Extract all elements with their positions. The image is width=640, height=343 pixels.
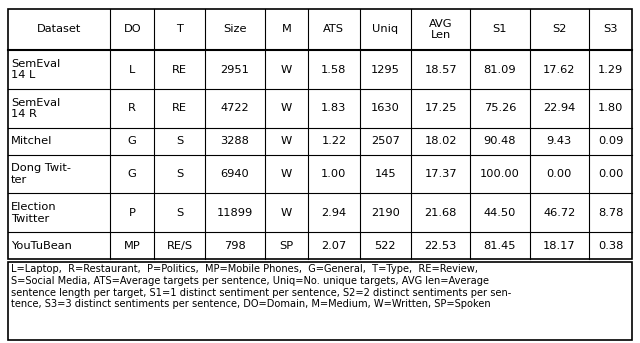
Text: 17.62: 17.62 (543, 65, 575, 75)
Text: M: M (282, 24, 291, 34)
Text: Dong Twit-
ter: Dong Twit- ter (11, 163, 71, 185)
Text: 1.80: 1.80 (598, 104, 623, 114)
Text: SemEval
14 R: SemEval 14 R (11, 98, 60, 119)
Text: 81.09: 81.09 (484, 65, 516, 75)
Text: 100.00: 100.00 (480, 169, 520, 179)
Text: 1630: 1630 (371, 104, 399, 114)
Text: S2: S2 (552, 24, 566, 34)
Text: 18.02: 18.02 (424, 136, 457, 146)
Text: S: S (176, 136, 183, 146)
Text: 798: 798 (224, 240, 246, 250)
Text: DO: DO (124, 24, 141, 34)
Text: SemEval
14 L: SemEval 14 L (11, 59, 60, 81)
Text: Size: Size (223, 24, 247, 34)
Text: 21.68: 21.68 (424, 208, 457, 218)
Text: 18.17: 18.17 (543, 240, 575, 250)
Text: 90.48: 90.48 (484, 136, 516, 146)
Text: P: P (129, 208, 136, 218)
Text: Election
Twitter: Election Twitter (11, 202, 56, 224)
Text: 4722: 4722 (221, 104, 250, 114)
Text: W: W (281, 169, 292, 179)
Text: ATS: ATS (323, 24, 344, 34)
Text: 9.43: 9.43 (547, 136, 572, 146)
Text: RE: RE (172, 104, 187, 114)
Text: 522: 522 (374, 240, 396, 250)
Text: YouTuBean: YouTuBean (11, 240, 72, 250)
Text: S: S (176, 208, 183, 218)
Text: 2507: 2507 (371, 136, 399, 146)
Text: 0.00: 0.00 (547, 169, 572, 179)
Text: 2.07: 2.07 (321, 240, 346, 250)
Text: R: R (128, 104, 136, 114)
Text: 17.37: 17.37 (424, 169, 457, 179)
Text: W: W (281, 208, 292, 218)
Text: T: T (176, 24, 183, 34)
Text: 0.09: 0.09 (598, 136, 623, 146)
Bar (8, 9, 632, 259)
Text: Mitchel: Mitchel (11, 136, 52, 146)
Text: RE: RE (172, 65, 187, 75)
Text: 0.38: 0.38 (598, 240, 623, 250)
Text: 1.00: 1.00 (321, 169, 346, 179)
Text: W: W (281, 136, 292, 146)
Text: 1.29: 1.29 (598, 65, 623, 75)
Text: 2951: 2951 (221, 65, 250, 75)
Text: 22.53: 22.53 (424, 240, 457, 250)
Text: SP: SP (279, 240, 294, 250)
Text: 46.72: 46.72 (543, 208, 575, 218)
Text: RE/S: RE/S (166, 240, 193, 250)
Text: 3288: 3288 (221, 136, 250, 146)
Text: 2190: 2190 (371, 208, 399, 218)
Text: G: G (128, 169, 136, 179)
Text: W: W (281, 104, 292, 114)
Text: 18.57: 18.57 (424, 65, 457, 75)
Text: 17.25: 17.25 (424, 104, 457, 114)
Bar (8, 262, 632, 340)
Text: 1.83: 1.83 (321, 104, 346, 114)
Text: 1295: 1295 (371, 65, 399, 75)
Text: Dataset: Dataset (37, 24, 81, 34)
Text: 0.00: 0.00 (598, 169, 623, 179)
Text: S: S (176, 169, 183, 179)
Text: L: L (129, 65, 135, 75)
Text: AVG
Len: AVG Len (429, 19, 452, 40)
Text: 81.45: 81.45 (484, 240, 516, 250)
Text: 22.94: 22.94 (543, 104, 575, 114)
Text: MP: MP (124, 240, 141, 250)
Text: L=Laptop,  R=Restaurant,  P=Politics,  MP=Mobile Phones,  G=General,  T=Type,  R: L=Laptop, R=Restaurant, P=Politics, MP=M… (11, 264, 511, 309)
Text: 11899: 11899 (217, 208, 253, 218)
Text: S1: S1 (493, 24, 507, 34)
Text: S3: S3 (604, 24, 618, 34)
Text: 2.94: 2.94 (321, 208, 346, 218)
Text: Uniq: Uniq (372, 24, 398, 34)
Text: 75.26: 75.26 (484, 104, 516, 114)
Text: G: G (128, 136, 136, 146)
Text: 1.22: 1.22 (321, 136, 346, 146)
Text: 44.50: 44.50 (484, 208, 516, 218)
Text: 1.58: 1.58 (321, 65, 346, 75)
Text: 8.78: 8.78 (598, 208, 623, 218)
Text: 145: 145 (374, 169, 396, 179)
Text: 6940: 6940 (221, 169, 250, 179)
Text: W: W (281, 65, 292, 75)
